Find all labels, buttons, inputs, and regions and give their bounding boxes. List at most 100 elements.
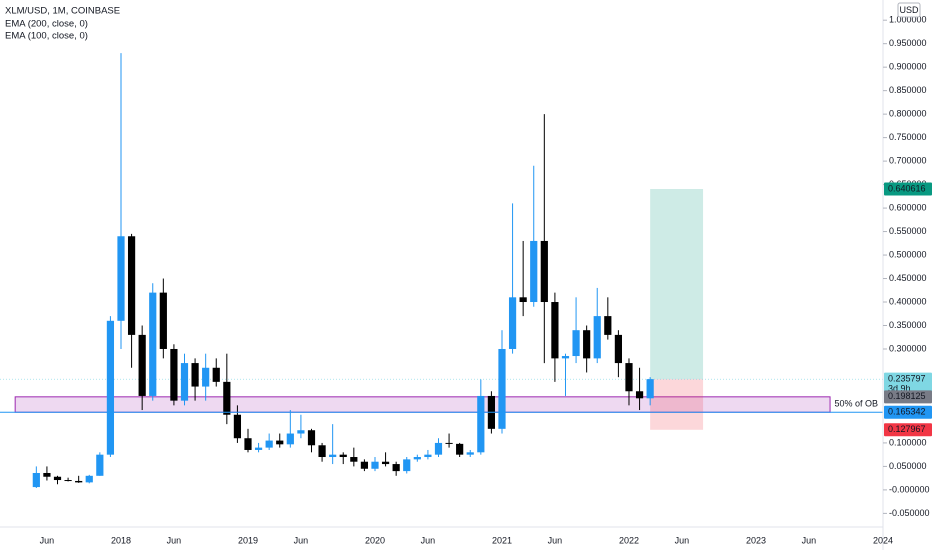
candle-body bbox=[307, 430, 316, 446]
candle-body bbox=[519, 297, 527, 303]
target-zone bbox=[650, 188, 704, 380]
y-tick-label: 0.700000 bbox=[889, 155, 927, 165]
indicator-label: EMA (200, close, 0) bbox=[5, 19, 88, 30]
candle-body bbox=[593, 316, 601, 359]
y-tick-label: 0.850000 bbox=[889, 85, 927, 95]
y-tick-label: 0.950000 bbox=[889, 38, 927, 48]
candle-body bbox=[202, 367, 210, 387]
candle-body bbox=[106, 320, 115, 455]
y-tick-label: -0.000000 bbox=[889, 484, 930, 494]
candle-body bbox=[445, 442, 453, 444]
candle-body bbox=[117, 236, 125, 321]
candle-body bbox=[360, 461, 369, 469]
ob-top-price-label: 0.198125 bbox=[888, 391, 926, 401]
candle-body bbox=[456, 443, 464, 455]
target-price-label: 0.640616 bbox=[888, 183, 926, 193]
candle-body bbox=[75, 480, 83, 483]
candle-body bbox=[223, 381, 231, 415]
candle-body bbox=[561, 356, 570, 359]
stop-price-label: 0.127967 bbox=[888, 424, 926, 434]
x-tick-label: 2021 bbox=[492, 535, 512, 545]
x-tick-label: 2018 bbox=[111, 535, 131, 545]
stop-zone bbox=[650, 379, 704, 430]
candle-body bbox=[614, 334, 623, 364]
plot-area: 50% of OB bbox=[0, 53, 883, 489]
candle-body bbox=[127, 236, 136, 335]
candle-body bbox=[625, 363, 633, 392]
x-tick-label: 2024 bbox=[873, 535, 893, 545]
y-tick-label: 0.450000 bbox=[889, 273, 927, 283]
candle-body bbox=[540, 240, 548, 303]
candle-body bbox=[339, 454, 347, 458]
y-tick-label: 1.000000 bbox=[889, 15, 927, 25]
candle-body bbox=[371, 461, 379, 469]
y-tick-label: 0.750000 bbox=[889, 132, 927, 142]
target-price-label-box bbox=[884, 182, 932, 196]
candle-body bbox=[413, 457, 421, 460]
y-tick-label: 0.600000 bbox=[889, 202, 927, 212]
y-tick-label: 0.900000 bbox=[889, 62, 927, 72]
candle-body bbox=[32, 472, 40, 488]
y-tick-label: 0.300000 bbox=[889, 343, 927, 353]
candle-body bbox=[265, 440, 273, 448]
ob-top-price-label-box bbox=[884, 390, 932, 404]
candle-body bbox=[149, 292, 157, 396]
candle-body bbox=[572, 330, 580, 357]
y-tick-label: 0.800000 bbox=[889, 109, 927, 119]
candle-body bbox=[191, 363, 199, 387]
candle-body bbox=[318, 445, 326, 458]
y-tick-label: 0.500000 bbox=[889, 249, 927, 259]
ob-midline-price-label-box bbox=[884, 405, 932, 419]
price-scale-panel bbox=[883, 0, 932, 550]
ob-midline-price-label: 0.165342 bbox=[888, 407, 926, 417]
x-tick-label: 2020 bbox=[365, 535, 385, 545]
candle-body bbox=[244, 438, 252, 450]
y-tick-label: 0.350000 bbox=[889, 320, 927, 330]
candle-body bbox=[53, 476, 62, 481]
price-scale: 1.000000 0.950000 0.900000 0.850000 0.800000… bbox=[883, 15, 932, 518]
y-tick-label: 0.550000 bbox=[889, 226, 927, 236]
candle-body bbox=[329, 454, 337, 458]
y-tick-label: 0.050000 bbox=[889, 461, 927, 471]
candle-body bbox=[233, 414, 242, 439]
indicator-label: EMA (100, close, 0) bbox=[5, 31, 88, 42]
candle-body bbox=[180, 363, 189, 401]
candle-body bbox=[254, 447, 263, 450]
candle-body bbox=[508, 297, 517, 349]
x-tick-label: Jun bbox=[294, 535, 309, 545]
candle-body bbox=[297, 430, 305, 434]
ob-midline-label: 50% of OB bbox=[834, 399, 878, 409]
candle-body bbox=[434, 442, 443, 455]
candle-body bbox=[286, 433, 294, 445]
x-tick-label: 2022 bbox=[619, 535, 639, 545]
x-tick-label: 2023 bbox=[746, 535, 766, 545]
countdown-label: 3d 9h bbox=[888, 384, 911, 394]
currency-box bbox=[897, 2, 921, 18]
candle-body bbox=[85, 475, 93, 483]
candle-body bbox=[159, 292, 167, 349]
candle-body bbox=[583, 330, 591, 359]
candle-body bbox=[551, 302, 559, 359]
candle-body bbox=[350, 457, 358, 462]
candle-body bbox=[466, 452, 474, 455]
candle-body bbox=[646, 379, 654, 399]
x-tick-label: Jun bbox=[802, 535, 817, 545]
x-tick-label: 2019 bbox=[238, 535, 258, 545]
candle-body bbox=[276, 440, 284, 445]
currency: USD bbox=[899, 5, 919, 15]
x-tick-label: Jun bbox=[40, 535, 55, 545]
candle-body bbox=[170, 348, 178, 401]
y-tick-label: 0.400000 bbox=[889, 296, 927, 306]
x-tick-label: Jun bbox=[421, 535, 436, 545]
candle-body bbox=[635, 391, 644, 399]
candle-body bbox=[604, 316, 612, 335]
candle-body bbox=[424, 454, 432, 458]
x-tick-label: Jun bbox=[675, 535, 690, 545]
candle-body bbox=[530, 240, 538, 303]
y-tick-label: -0.050000 bbox=[889, 508, 930, 518]
candle-body bbox=[498, 348, 506, 429]
candle-body bbox=[381, 461, 390, 465]
y-tick-label: 0.100000 bbox=[889, 437, 927, 447]
